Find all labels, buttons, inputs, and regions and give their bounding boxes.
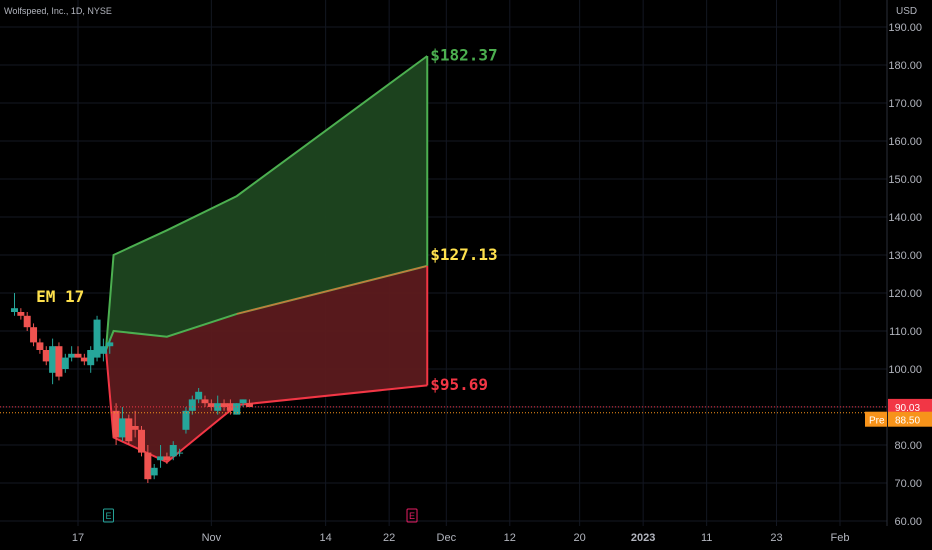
candle-body	[36, 342, 44, 350]
time-tick-label: Nov	[202, 532, 222, 544]
candle-body	[87, 350, 95, 366]
price-tick-label: 160.00	[888, 136, 922, 148]
candle-body	[182, 410, 190, 430]
price-tick-label: 80.00	[894, 440, 922, 452]
last-price-value: 90.03	[895, 403, 920, 414]
candle-body	[80, 357, 88, 362]
earnings-marker-label[interactable]: E	[409, 511, 415, 521]
time-tick-label: 12	[504, 532, 516, 544]
time-tick-label: Feb	[831, 532, 850, 544]
candles	[11, 293, 253, 483]
candle-body	[169, 445, 177, 457]
candle-body	[99, 346, 107, 354]
candle-body	[201, 399, 209, 404]
annotation-label: $127.13	[430, 245, 497, 264]
price-labels: 90.03 Pre 88.50	[865, 398, 932, 427]
candle-body	[239, 399, 247, 404]
price-tick-label: 150.00	[888, 174, 922, 186]
price-tick-label: 60.00	[894, 516, 922, 528]
candle-body	[125, 418, 133, 442]
time-tick-label: Dec	[437, 532, 457, 544]
time-tick-label: 17	[72, 532, 84, 544]
candle-body	[207, 403, 215, 407]
candle-body	[17, 312, 25, 316]
premarket-price-badge	[888, 411, 932, 427]
price-tick-label: 190.00	[888, 22, 922, 34]
candle-body	[74, 353, 82, 358]
annotations: EM 17 $182.37 $127.13 $95.69	[36, 45, 498, 393]
earnings-marker-label[interactable]: E	[105, 511, 111, 521]
candle-body	[61, 357, 69, 369]
candle-body	[42, 350, 50, 362]
annotation-label: $182.37	[430, 45, 497, 64]
candle-body	[226, 403, 234, 411]
candle-body	[220, 403, 228, 407]
candle-body	[233, 403, 241, 415]
time-tick-label: 2023	[631, 532, 655, 544]
candle-body	[118, 418, 126, 438]
candle-body	[112, 410, 120, 438]
candle-body	[176, 452, 184, 454]
chart-title: Wolfspeed, Inc., 1D, NYSE	[4, 6, 112, 16]
price-tick-label: 120.00	[888, 288, 922, 300]
time-tick-label: 14	[320, 532, 332, 544]
price-tick-label: 100.00	[888, 364, 922, 376]
candle-body	[55, 346, 63, 377]
candle-body	[157, 456, 165, 461]
candle-body	[245, 403, 253, 407]
candle-body	[138, 429, 145, 453]
candle-body	[214, 403, 222, 411]
annotation-label: EM 17	[36, 287, 84, 306]
earnings-marker-box[interactable]	[102, 508, 114, 523]
candle-body	[30, 327, 38, 343]
premarket-price-value: 88.50	[895, 416, 920, 427]
candle-body	[188, 399, 196, 411]
currency-label: USD	[896, 6, 917, 17]
price-tick-label: 70.00	[894, 478, 922, 490]
premarket-tag-badge	[865, 411, 887, 427]
last-price-badge	[888, 398, 932, 414]
mid-band-line-orange	[236, 265, 428, 315]
candle-body	[49, 346, 57, 373]
price-tick-label: 170.00	[888, 98, 922, 110]
candle-body	[93, 319, 101, 358]
time-tick-label: 22	[383, 532, 395, 544]
candle-body	[163, 456, 171, 461]
price-tick-label: 180.00	[888, 60, 922, 72]
annotation-label: $95.69	[430, 375, 488, 394]
candle-body	[144, 452, 152, 480]
candle-body	[131, 426, 139, 430]
time-axis[interactable]: 17 Nov 14 22 Dec 12 20 2023 11 23 Feb	[72, 532, 850, 544]
premarket-tag: Pre	[869, 416, 885, 427]
candle-body	[23, 315, 31, 328]
candle-body	[68, 353, 76, 358]
upper-band-fill	[105, 55, 428, 351]
price-tick-label: 130.00	[888, 250, 922, 262]
time-tick-label: 11	[701, 532, 712, 544]
price-tick-label: 110.00	[889, 326, 922, 338]
upper-band-line	[104, 55, 428, 351]
time-tick-label: 23	[770, 532, 782, 544]
price-tick-label: 140.00	[888, 212, 922, 224]
earnings-marker-box[interactable]	[406, 508, 418, 523]
candle-body	[195, 391, 203, 400]
time-tick-label: 20	[574, 532, 586, 544]
candle-body	[106, 342, 114, 347]
candle-body	[11, 308, 18, 312]
candle-body	[150, 467, 158, 476]
price-reference-lines	[0, 406, 887, 414]
